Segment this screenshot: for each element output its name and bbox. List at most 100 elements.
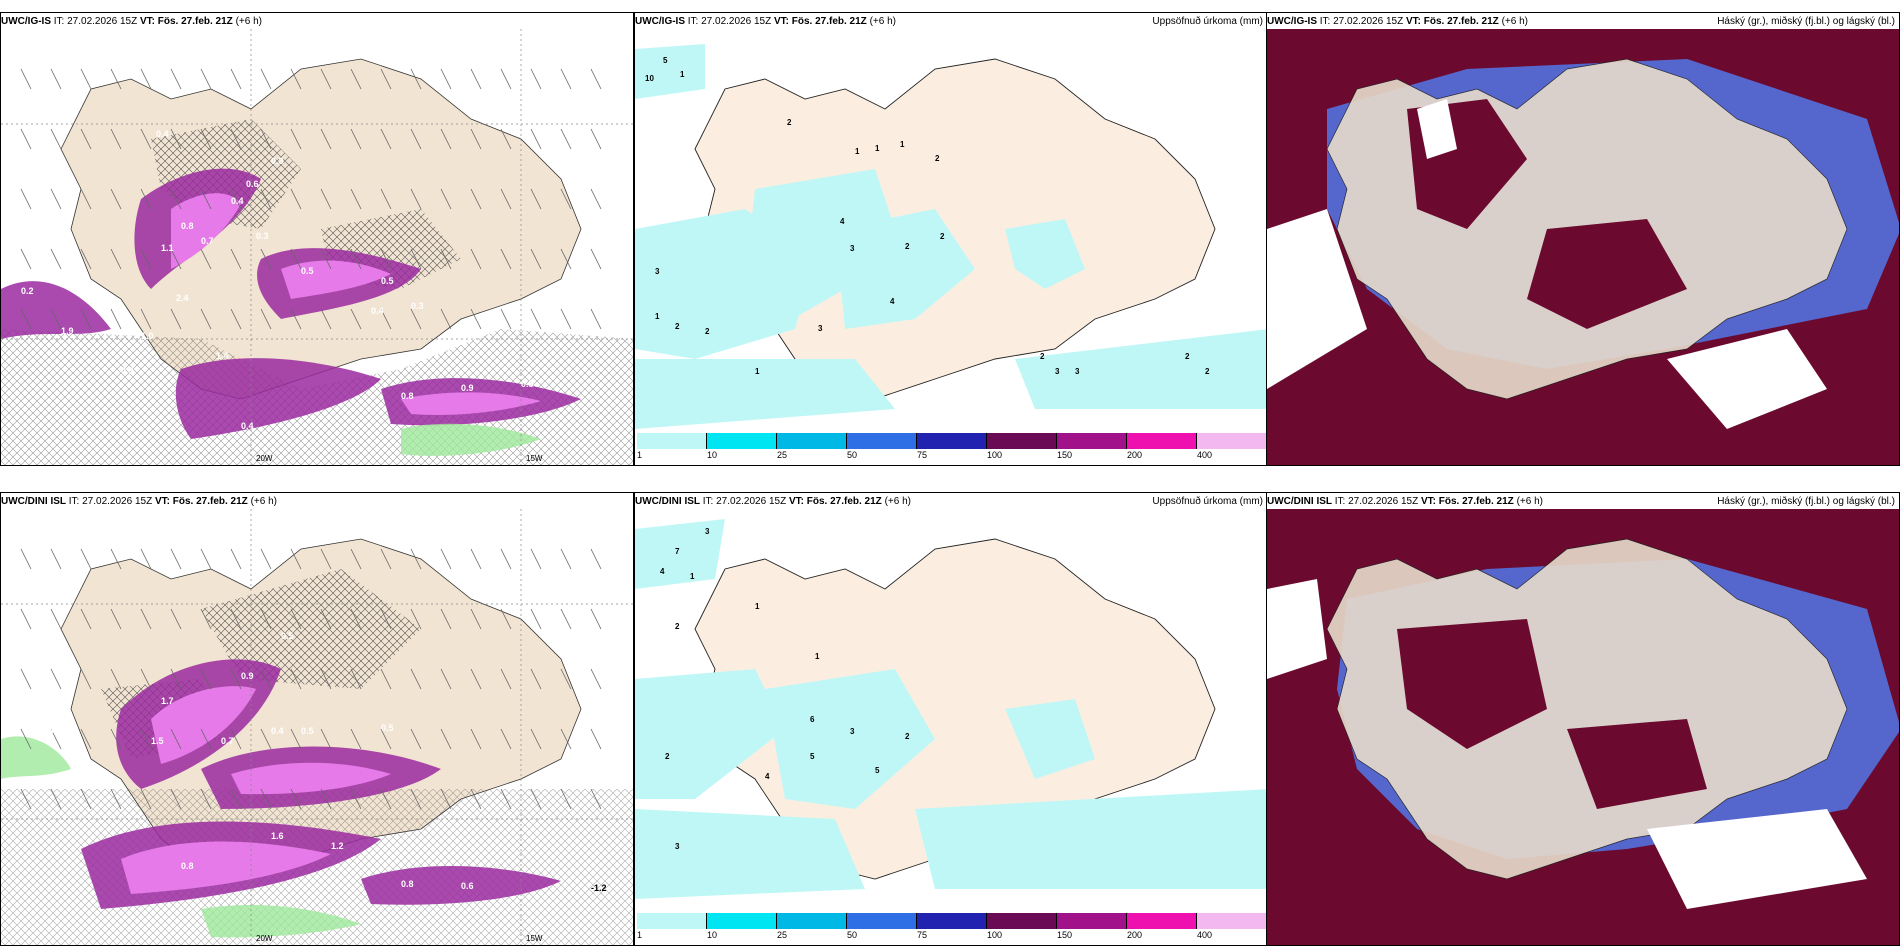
forecast-step: (+6 h) [1516,496,1543,507]
precip-value: 0.5 [301,266,314,276]
colorbar-segment [1057,913,1127,929]
colorbar-segment [1127,433,1197,449]
colorbar-tick: 75 [917,450,928,460]
forecast-step: (+6 h) [250,496,277,507]
precip-colorbar: 1 10 25 50 75 100 150 200 400 [637,433,1267,460]
precip-value: 0.3 [121,366,134,376]
precip-value: 0.8 [181,221,194,231]
precip-value: 0.9 [461,383,474,393]
valid-time: VT: Fös. 27.feb. 21Z [1405,16,1499,27]
init-time: IT: 27.02.2026 15Z [1319,16,1404,27]
valid-time: VT: Fös. 27.feb. 21Z [154,496,248,507]
precip-value: 0.5 [381,276,394,286]
model-name: UWC/IG-IS [1,16,51,27]
panel-header: UWC/IG-IS IT: 27.02.2026 15Z VT: Fös. 27… [1267,15,1895,29]
cloud-cover-map [1267,29,1899,465]
colorbar-segment [847,433,917,449]
colorbar-tick: 100 [987,450,1003,460]
precip-value: 1.0 [141,331,154,341]
wind-precip-map: 0.9 0.5 1.5 0.7 0.4 0.5 0.3 0.4 1.7 0.5 … [1,509,633,945]
precip-value: 1.6 [271,831,284,841]
precip-amount: 5 [663,56,668,65]
forecast-step: (+6 h) [884,496,911,507]
precip-value: 0.8 [181,861,194,871]
precip-amount: 2 [675,622,680,631]
colorbar-tick: 200 [1127,930,1143,940]
precip-colorbar: 1 10 25 50 75 100 150 200 400 [637,913,1267,940]
precip-value: 0.4 [41,726,54,736]
colorbar-tick: 400 [1197,450,1213,460]
colorbar-tick: 1 [637,930,643,940]
map-panel-bot-right: UWC/DINI ISL IT: 27.02.2026 15Z VT: Fös.… [1266,492,1900,946]
colorbar-tick: 10 [707,930,718,940]
colorbar-segment [707,433,777,449]
precip-amount: 2 [935,154,940,163]
colorbar-tick: 150 [1057,930,1073,940]
precip-value: -1.2 [591,883,607,893]
init-time: IT: 27.02.2026 15Z [68,496,153,507]
precip-value: 0.5 [381,723,394,733]
precip-amount: 1 [680,70,685,79]
colorbar-segment [777,913,847,929]
precip-value: 1.2 [331,841,344,851]
init-time: IT: 27.02.2026 15Z [1334,496,1419,507]
precip-amount: 1 [690,572,695,581]
colorbar-segment [637,433,707,449]
precip-value: 1.1 [161,243,174,253]
valid-time: VT: Fös. 27.feb. 21Z [1420,496,1514,507]
precip-amount: 10 [645,74,654,83]
precip-value: 0.8 [401,391,414,401]
precip-amount: 3 [1055,367,1060,376]
colorbar-tick: 50 [847,450,858,460]
map-panel-top-left: UWC/IG-IS IT: 27.02.2026 15Z VT: Fös. 27… [0,12,634,466]
init-time: IT: 27.02.2026 15Z [702,496,787,507]
colorbar-segment [1197,913,1267,929]
colorbar-segment [917,913,987,929]
wind-precip-map: 0.4 0.3 0.7 1.1 0.8 0.6 0.4 0.3 0.2 1.0 … [1,29,633,465]
panel-field-title: Háský (gr.), miðský (fj.bl.) og lágský (… [1717,496,1895,507]
model-name: UWC/DINI ISL [1,496,66,507]
precip-amount: 2 [940,232,945,241]
colorbar-segment [1127,913,1197,929]
colorbar-segment [1197,433,1267,449]
precip-value: 0.4 [231,196,244,206]
precip-amount: 4 [765,772,770,781]
accumulated-precip-map: 7 4 1 2 3 1 2 5 3 4 6 2 3 1 5 [635,519,1267,899]
precip-amount: 2 [905,242,910,251]
colorbar-segment [917,433,987,449]
colorbar-segment [987,433,1057,449]
precip-amount: 3 [675,842,680,851]
colorbar-tick: 50 [847,930,858,940]
panel-header: UWC/DINI ISL IT: 27.02.2026 15Z VT: Fös.… [1,495,629,509]
cloud-cover-map [1267,509,1899,945]
colorbar-segment [777,433,847,449]
panel-field-title: Háský (gr.), miðský (fj.bl.) og lágský (… [1717,16,1895,27]
precip-amount: 3 [705,527,710,536]
lon-label-20w: 20W [256,934,273,943]
colorbar-segment [707,913,777,929]
precip-value: 0.5 [281,631,294,641]
precip-amount: 2 [1185,352,1190,361]
precip-amount: 1 [855,147,860,156]
colorbar-segment [637,913,707,929]
lon-label-20w: 20W [256,454,273,463]
model-name: UWC/IG-IS [1267,16,1317,27]
map-panel-top-mid: UWC/IG-IS IT: 27.02.2026 15Z VT: Fös. 27… [634,12,1268,466]
precip-value: 0.3 [256,231,269,241]
precip-amount: 1 [655,312,660,321]
map-panel-top-right: UWC/IG-IS IT: 27.02.2026 15Z VT: Fös. 27… [1266,12,1900,466]
precip-value: 0.3 [271,156,284,166]
precip-amount: 4 [890,297,895,306]
colorbar-ticks: 1 10 25 50 75 100 150 200 400 [637,450,1267,462]
precip-amount: 5 [810,752,815,761]
precip-value: 0.3 [411,301,424,311]
forecast-step: (+6 h) [235,16,262,27]
map-panel-bot-left: UWC/DINI ISL IT: 27.02.2026 15Z VT: Fös.… [0,492,634,946]
precip-value: 0.4 [371,306,384,316]
precip-value: 0.5 [521,379,534,389]
precip-value: 2.4 [176,293,189,303]
panel-header: UWC/IG-IS IT: 27.02.2026 15Z VT: Fös. 27… [635,15,1263,29]
precip-amount: 2 [1205,367,1210,376]
iceland-landmass [1326,538,1848,880]
precip-amount: 3 [850,244,855,253]
